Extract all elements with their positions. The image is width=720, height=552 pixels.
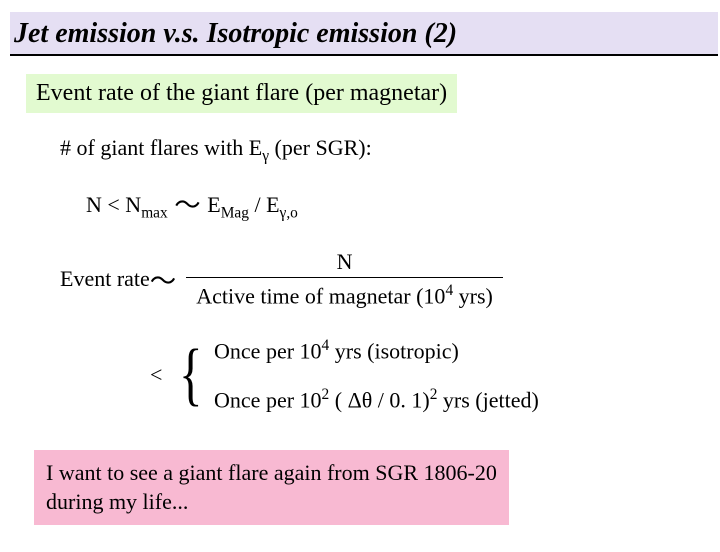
text: E — [207, 192, 220, 217]
case-jetted: Once per 102 ( Δθ / 0. 1)2 yrs (jetted) — [214, 386, 539, 413]
subscript-gamma-o: γ,o — [280, 205, 298, 222]
denominator: Active time of magnetar (104 yrs) — [186, 277, 503, 309]
tilde: ～ — [150, 259, 176, 298]
subscript-mag: Mag — [221, 205, 249, 222]
footer-note: I want to see a giant flare again from S… — [34, 450, 509, 525]
subscript-max: max — [141, 205, 168, 222]
text: yrs (jetted) — [437, 388, 538, 413]
nmax-line: N < Nmax ～ EMag / Eγ,o — [86, 183, 720, 222]
tilde: ～ — [168, 190, 208, 220]
left-brace-icon: { — [179, 340, 203, 410]
text: Once per 10 — [214, 338, 322, 363]
numerator: N — [327, 249, 363, 277]
cases-row: < { Once per 104 yrs (isotropic) Once pe… — [150, 337, 720, 414]
less-than: < — [150, 362, 162, 388]
footer-line1: I want to see a giant flare again from S… — [46, 460, 497, 485]
footer-line2: during my life... — [46, 489, 188, 514]
text: / E — [249, 192, 280, 217]
text: Once per 10 — [214, 388, 322, 413]
text: # of giant flares with E — [60, 135, 262, 160]
event-rate-row: Event rate ～ N Active time of magnetar (… — [60, 249, 720, 309]
text: yrs) — [453, 283, 493, 308]
text: N < N — [86, 192, 141, 217]
fraction: N Active time of magnetar (104 yrs) — [186, 249, 503, 309]
case-isotropic: Once per 104 yrs (isotropic) — [214, 337, 539, 364]
text: (per SGR): — [269, 135, 372, 160]
slide-title: Jet emission v.s. Isotropic emission (2) — [10, 12, 718, 56]
event-rate-label: Event rate — [60, 266, 150, 292]
sup-4: 4 — [445, 282, 453, 299]
text: Active time of magnetar (10 — [196, 283, 445, 308]
section-subtitle: Event rate of the giant flare (per magne… — [26, 74, 457, 113]
text: ( Δθ / 0. 1) — [329, 388, 429, 413]
cases-body: Once per 104 yrs (isotropic) Once per 10… — [214, 337, 539, 414]
flare-count-line: # of giant flares with Eγ (per SGR): — [60, 135, 720, 165]
text: yrs (isotropic) — [329, 338, 459, 363]
